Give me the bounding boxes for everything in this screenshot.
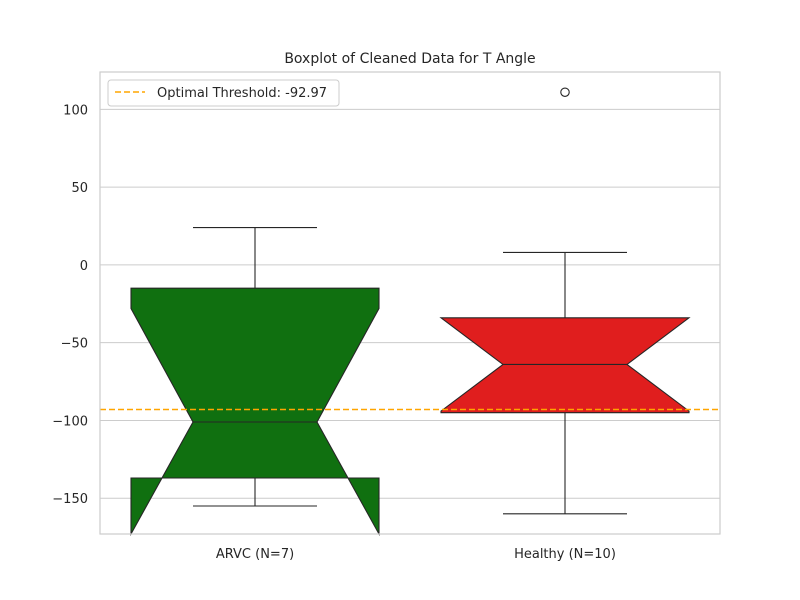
x-tick-label: Healthy (N=10) [514, 547, 616, 562]
y-tick-label: −150 [52, 492, 88, 507]
tick-labels: 100 50 0 −50 −100 −150 ARVC (N=7) Healthy (N=10… [52, 103, 616, 562]
plot-frame [99, 71, 721, 535]
y-tick-label: 50 [71, 181, 88, 196]
box-group [130, 227, 380, 537]
notched-box [130, 287, 380, 537]
legend-frame [107, 79, 340, 107]
box-layer [130, 87, 691, 537]
y-tick-label: −50 [61, 337, 88, 352]
x-tick-label: ARVC (N=7) [216, 547, 294, 562]
y-tick-label: 100 [63, 103, 88, 118]
notched-box [439, 317, 691, 414]
legend-threshold-label: Optimal Threshold: -92.97 [157, 86, 327, 101]
y-tick-label: −100 [52, 414, 88, 429]
box-group [439, 87, 691, 515]
chart-title: Boxplot of Cleaned Data for T Angle [284, 51, 535, 67]
y-tick-label: 0 [80, 259, 88, 274]
legend: Optimal Threshold: -92.97 [107, 79, 340, 107]
outlier-point [560, 87, 570, 97]
